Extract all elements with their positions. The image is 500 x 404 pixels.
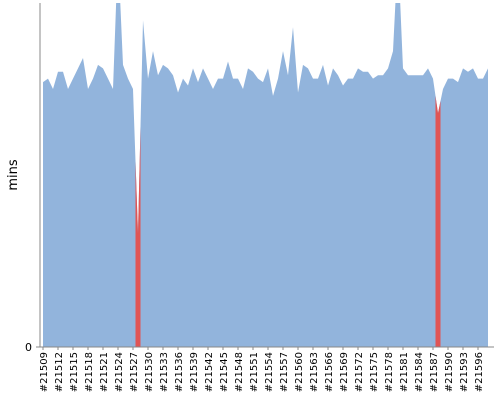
x-tick-label: #21530 bbox=[144, 352, 155, 392]
x-tick-label: #21590 bbox=[444, 352, 455, 392]
x-tick-label: #21557 bbox=[279, 352, 290, 392]
x-tick-label: #21584 bbox=[414, 352, 425, 392]
x-tick-label: #21524 bbox=[114, 352, 125, 392]
x-tick-label: #21569 bbox=[339, 352, 350, 392]
x-tick-label: #21581 bbox=[399, 352, 410, 392]
area bbox=[43, 3, 488, 347]
x-tick-label: #21593 bbox=[459, 352, 470, 392]
x-tick-label: #21527 bbox=[129, 352, 140, 392]
x-tick-label: #21518 bbox=[84, 352, 95, 392]
x-tick-label: #21596 bbox=[474, 352, 485, 392]
y-tick-label: 0 bbox=[25, 341, 32, 354]
x-tick-label: #21572 bbox=[354, 352, 365, 392]
x-tick-label: #21551 bbox=[249, 352, 260, 392]
x-tick-label: #21560 bbox=[294, 352, 305, 392]
x-tick-label: #21536 bbox=[174, 352, 185, 392]
x-tick-label: #21542 bbox=[204, 352, 215, 392]
x-tick-label: #21545 bbox=[219, 352, 230, 392]
x-tick-label: #21587 bbox=[429, 352, 440, 392]
x-tick-label: #21521 bbox=[99, 352, 110, 392]
x-tick-label: #21509 bbox=[39, 352, 50, 392]
x-tick-label: #21575 bbox=[369, 352, 380, 392]
x-tick-label: #21533 bbox=[159, 352, 170, 392]
x-tick-label: #21566 bbox=[324, 352, 335, 392]
failed-band bbox=[435, 95, 441, 347]
x-tick-label: #21578 bbox=[384, 352, 395, 392]
y-axis-label: mins bbox=[6, 159, 21, 191]
x-tick-label: #21515 bbox=[69, 352, 80, 392]
x-tick-label: #21539 bbox=[189, 352, 200, 392]
x-tick-label: #21512 bbox=[54, 352, 65, 392]
x-tick-label: #21563 bbox=[309, 352, 320, 392]
failed-band bbox=[135, 126, 141, 347]
x-tick-label: #21548 bbox=[234, 352, 245, 392]
x-tick-label: #21554 bbox=[264, 352, 275, 392]
